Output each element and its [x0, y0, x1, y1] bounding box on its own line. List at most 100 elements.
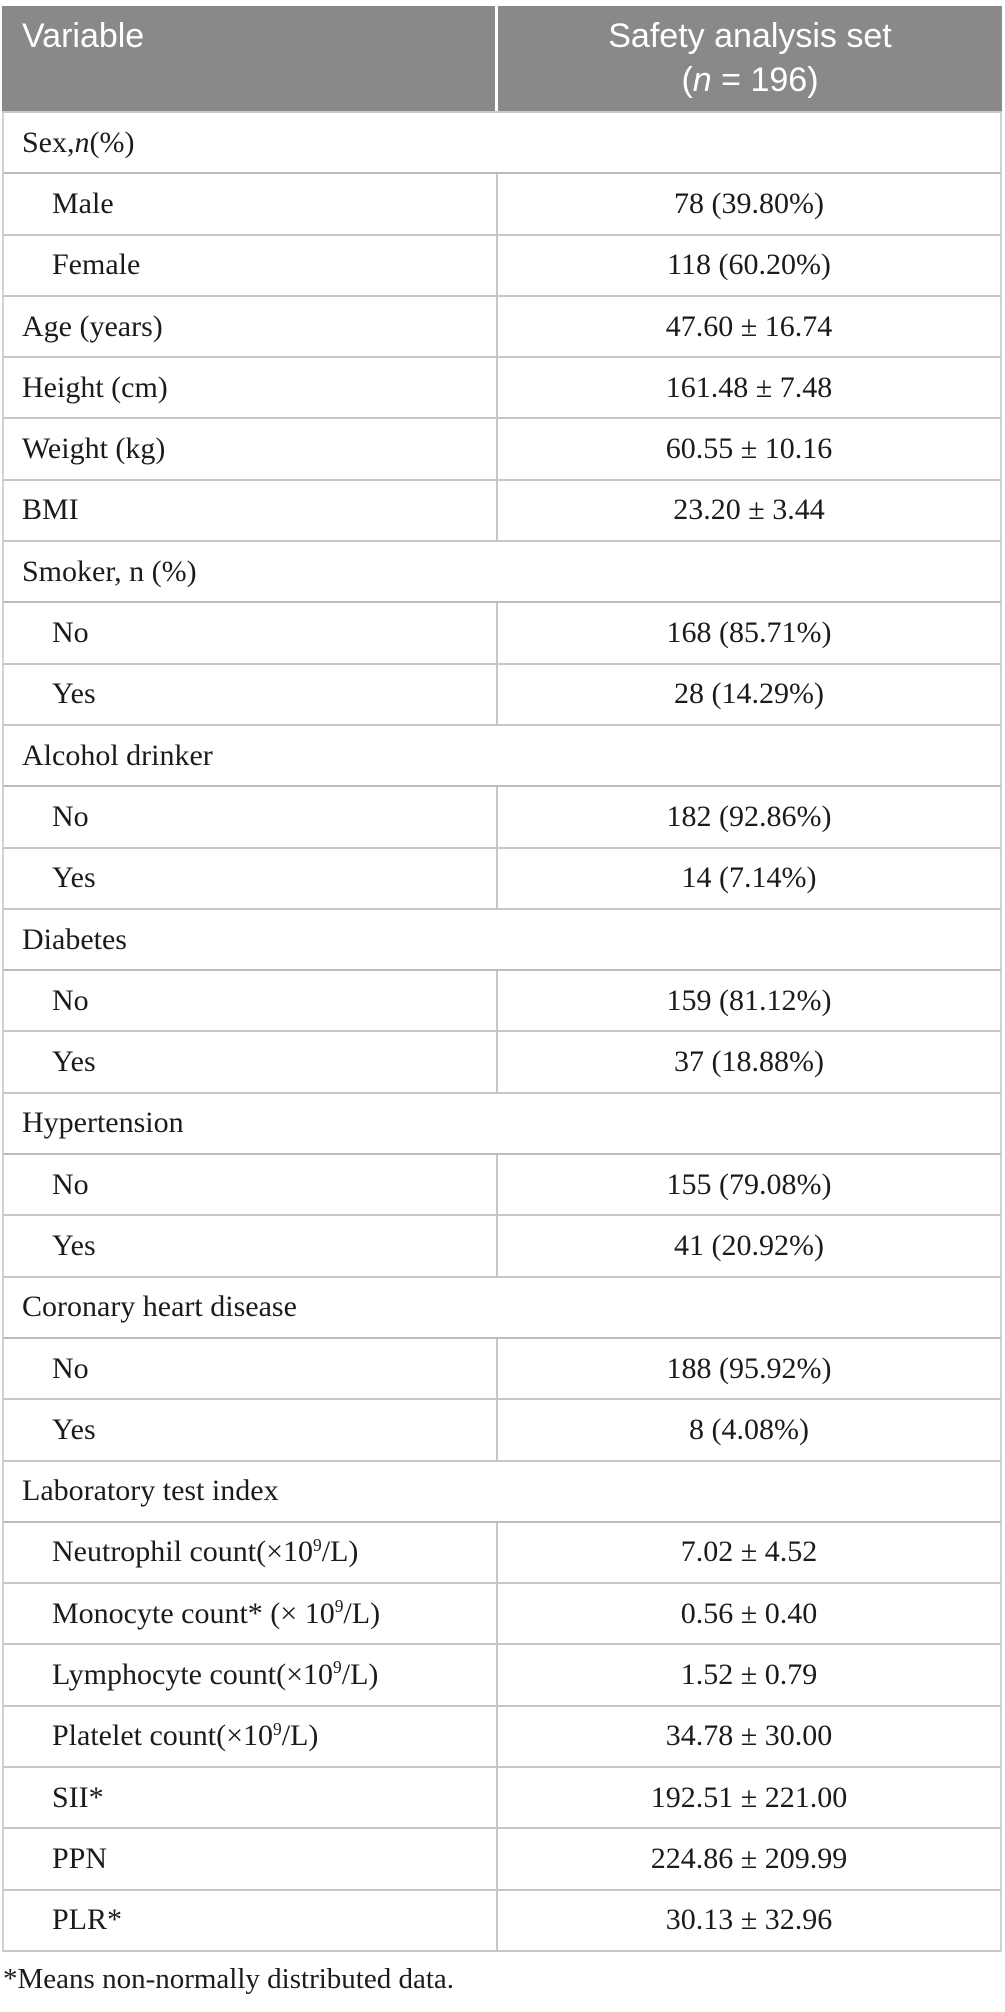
table-row-height-cm: Height (cm) 161.48 ± 7.48	[2, 358, 1002, 420]
row-value	[498, 910, 1000, 969]
row-value: 188 (95.92%)	[666, 1351, 832, 1385]
section-row-coronary-heart-disease: Coronary heart disease	[2, 1277, 1002, 1339]
row-value: 7.02 ± 4.52	[680, 1535, 818, 1569]
row-label: No	[4, 787, 498, 847]
table-row-no: No 188 (95.92%)	[2, 1338, 1002, 1401]
row-value	[498, 726, 1000, 785]
table-row-age-years: Age (years) 47.60 ± 16.74	[2, 296, 1002, 359]
row-value	[498, 1094, 1000, 1153]
row-value: 155 (79.08%)	[666, 1167, 832, 1201]
table-row-yes: Yes 28 (14.29%)	[2, 664, 1002, 726]
row-value: 168 (85.71%)	[666, 616, 832, 650]
header-safety-set-line2: (n = 196)	[681, 61, 819, 99]
table-row-no: No 168 (85.71%)	[2, 603, 1002, 665]
table-row-bmi: BMI 23.20 ± 3.44	[2, 480, 1002, 543]
row-label: No	[4, 603, 498, 663]
row-label: Male	[4, 174, 498, 234]
table-row-female: Female 118 (60.20%)	[2, 235, 1002, 297]
section-row-hypertension: Hypertension	[2, 1093, 1002, 1156]
row-label: Yes	[4, 848, 498, 908]
row-value	[498, 1462, 1000, 1521]
table-body: Sex, n (%) Male 78 (39.80%) Female 118 (60.2…	[2, 113, 1002, 1952]
row-value: 23.20 ± 3.44	[673, 493, 825, 527]
row-value: 118 (60.20%)	[667, 248, 831, 282]
row-value: 14 (7.14%)	[681, 861, 817, 895]
table-row-plr: PLR* 30.13 ± 32.96	[2, 1890, 1002, 1952]
section-row-smoker-n: Smoker, n (%)	[2, 542, 1002, 604]
row-label: Neutrophil count(×10 9 /L)	[4, 1522, 498, 1583]
row-value: 60.55 ± 10.16	[665, 432, 833, 466]
row-label: Height (cm)	[4, 358, 498, 418]
row-label: Yes	[4, 1216, 498, 1276]
row-value: 8 (4.08%)	[689, 1412, 809, 1446]
table-row-no: No 182 (92.86%)	[2, 787, 1002, 849]
row-label: SII*	[4, 1768, 498, 1828]
table-footnote: *Means non-normally distributed data.	[3, 1963, 455, 1995]
header-variable-label: Variable	[22, 17, 145, 55]
table-row-ppn: PPN 224.86 ± 209.99	[2, 1829, 1002, 1891]
table-header-row: Variable Safety analysis set (n = 196)	[2, 6, 1002, 113]
row-label: Diabetes	[22, 922, 127, 956]
row-value	[498, 542, 1000, 601]
row-label: Coronary heart disease	[22, 1290, 297, 1324]
row-label: Hypertension	[22, 1106, 184, 1140]
row-value: 34.78 ± 30.00	[665, 1719, 833, 1753]
row-label: BMI	[4, 480, 498, 541]
row-label: Female	[4, 235, 498, 295]
row-value: 159 (81.12%)	[666, 983, 832, 1017]
row-value: 0.56 ± 0.40	[680, 1596, 818, 1630]
row-label: Sex, n (%)	[22, 125, 135, 159]
table-row-lymphocyte-count-109-l: Lymphocyte count(×10 9 /L) 1.52 ± 0.79	[2, 1645, 1002, 1707]
row-label: Lymphocyte count(×10 9 /L)	[4, 1645, 498, 1705]
row-value: 161.48 ± 7.48	[665, 370, 833, 404]
row-label: Age (years)	[4, 296, 498, 357]
table-row-yes: Yes 14 (7.14%)	[2, 848, 1002, 910]
row-value: 1.52 ± 0.79	[680, 1658, 818, 1692]
header-cell-variable: Variable	[2, 6, 498, 111]
table-row-no: No 155 (79.08%)	[2, 1155, 1002, 1217]
row-value: 78 (39.80%)	[674, 186, 824, 220]
header-cell-safety-analysis-set: Safety analysis set (n = 196)	[498, 6, 1002, 111]
table-row-male: Male 78 (39.80%)	[2, 174, 1002, 236]
row-label: Smoker, n (%)	[22, 554, 197, 588]
row-label: Monocyte count* (× 10 9 /L)	[4, 1584, 498, 1644]
row-label: Alcohol drinker	[22, 738, 213, 772]
row-value: 41 (20.92%)	[674, 1228, 824, 1262]
row-value: 28 (14.29%)	[674, 677, 824, 711]
row-value: 30.13 ± 32.96	[665, 1903, 833, 1937]
row-label: No	[4, 1155, 498, 1215]
row-value	[498, 1278, 1000, 1337]
row-value: 224.86 ± 209.99	[650, 1841, 848, 1875]
row-label: Yes	[4, 664, 498, 724]
row-value: 47.60 ± 16.74	[665, 309, 833, 343]
table-row-monocyte-count-109-l: Monocyte count* (× 10 9 /L) 0.56 ± 0.40	[2, 1584, 1002, 1646]
table-row-yes: Yes 37 (18.88%)	[2, 1032, 1002, 1094]
row-label: No	[4, 971, 498, 1031]
table-row-weight-kg: Weight (kg) 60.55 ± 10.16	[2, 419, 1002, 481]
row-value: 182 (92.86%)	[666, 799, 832, 833]
section-row-sex-n: Sex, n (%)	[2, 113, 1002, 175]
section-row-alcohol-drinker: Alcohol drinker	[2, 725, 1002, 788]
row-label: Platelet count(×10 9 /L)	[4, 1706, 498, 1767]
row-label: No	[4, 1338, 498, 1399]
section-row-laboratory-test-index: Laboratory test index	[2, 1461, 1002, 1523]
row-value: 37 (18.88%)	[674, 1045, 824, 1079]
row-label: Yes	[4, 1032, 498, 1092]
safety-analysis-table: Variable Safety analysis set (n = 196) S…	[2, 6, 1002, 1952]
table-row-sii: SII* 192.51 ± 221.00	[2, 1768, 1002, 1830]
table-row-neutrophil-count-109-l: Neutrophil count(×10 9 /L) 7.02 ± 4.52	[2, 1522, 1002, 1585]
table-row-yes: Yes 41 (20.92%)	[2, 1216, 1002, 1278]
row-value: 192.51 ± 221.00	[650, 1780, 848, 1814]
table-row-yes: Yes 8 (4.08%)	[2, 1400, 1002, 1462]
row-label: Weight (kg)	[4, 419, 498, 479]
row-label: PLR*	[4, 1890, 498, 1950]
row-value	[498, 113, 1000, 172]
table-row-platelet-count-109-l: Platelet count(×10 9 /L) 34.78 ± 30.00	[2, 1706, 1002, 1769]
row-label: Laboratory test index	[22, 1474, 279, 1508]
row-label: Yes	[4, 1400, 498, 1460]
table-row-no: No 159 (81.12%)	[2, 971, 1002, 1033]
header-safety-set-line1: Safety analysis set	[608, 17, 892, 55]
section-row-diabetes: Diabetes	[2, 909, 1002, 972]
row-label: PPN	[4, 1829, 498, 1889]
